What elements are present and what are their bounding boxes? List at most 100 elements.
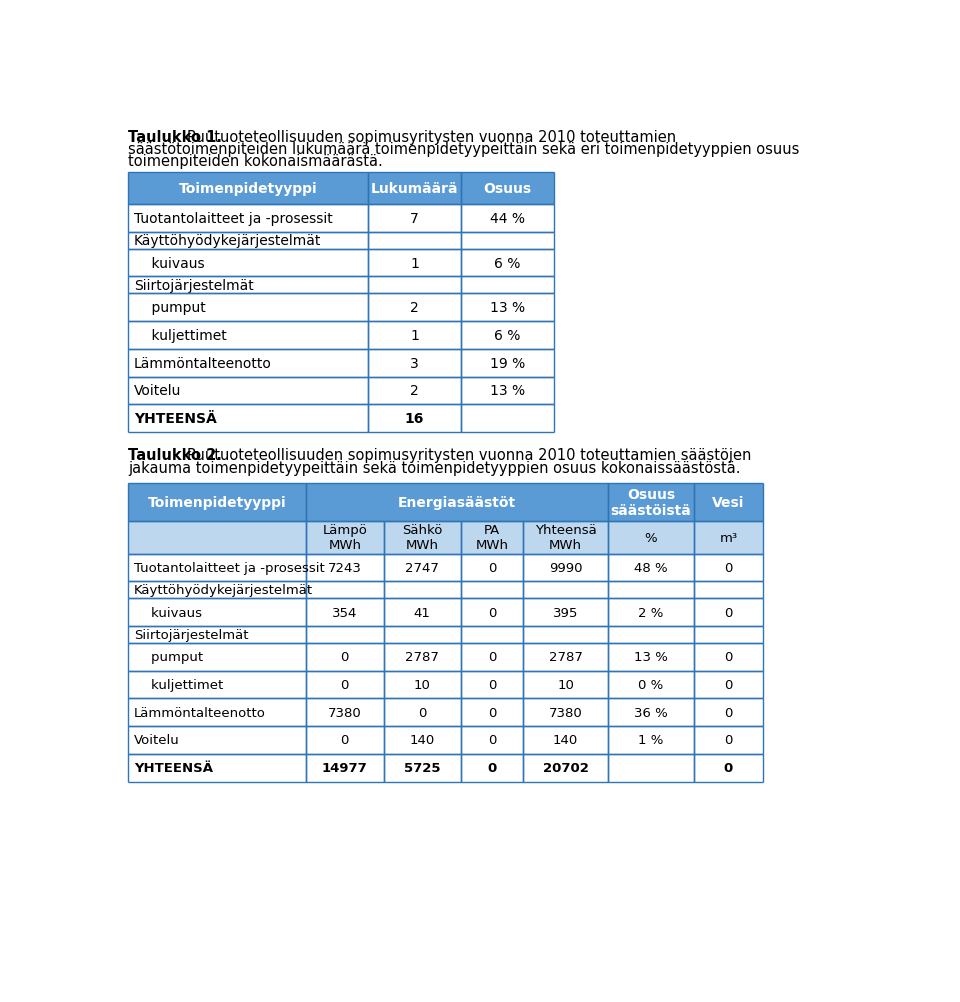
Bar — [306, 599, 383, 626]
Text: 354: 354 — [332, 606, 357, 619]
Bar — [383, 522, 461, 554]
Bar — [523, 643, 609, 671]
Bar — [128, 232, 368, 249]
Bar — [368, 204, 461, 232]
Bar — [368, 377, 461, 405]
Text: 7380: 7380 — [328, 706, 362, 719]
Text: Taulukko 2.: Taulukko 2. — [128, 448, 222, 463]
Bar — [383, 643, 461, 671]
Bar — [306, 582, 383, 599]
Bar — [128, 172, 368, 204]
Text: 2 %: 2 % — [638, 606, 663, 619]
Bar — [461, 294, 554, 322]
Bar — [128, 294, 368, 322]
Text: 7380: 7380 — [549, 706, 583, 719]
Bar — [461, 726, 523, 755]
Bar — [306, 643, 383, 671]
Text: Osuus
säästöistä: Osuus säästöistä — [611, 487, 691, 518]
Bar — [523, 671, 609, 698]
Text: kuljettimet: kuljettimet — [134, 678, 223, 691]
Bar — [461, 671, 523, 698]
Text: Puutuoteteollisuuden sopimusyritysten vuonna 2010 toteuttamien säästöjen: Puutuoteteollisuuden sopimusyritysten vu… — [187, 448, 752, 463]
Text: 44 %: 44 % — [490, 211, 525, 225]
Text: YHTEENSÄ: YHTEENSÄ — [134, 412, 217, 426]
Text: jakauma toimenpidetyypeittäin sekä toimenpidetyyppien osuus kokonaissäästöstä.: jakauma toimenpidetyypeittäin sekä toime… — [128, 460, 740, 475]
Bar — [461, 755, 523, 782]
Bar — [461, 322, 554, 350]
Bar — [128, 582, 306, 599]
Text: kuljettimet: kuljettimet — [134, 329, 227, 343]
Text: 9990: 9990 — [549, 561, 583, 574]
Text: 1 %: 1 % — [638, 733, 663, 746]
Bar — [693, 726, 763, 755]
Bar — [461, 350, 554, 377]
Bar — [128, 322, 368, 350]
Bar — [609, 726, 693, 755]
Text: YHTEENSÄ: YHTEENSÄ — [134, 762, 213, 775]
Bar — [128, 643, 306, 671]
Bar — [128, 377, 368, 405]
Text: 0: 0 — [488, 650, 496, 663]
Bar — [461, 405, 554, 433]
Bar — [693, 599, 763, 626]
Text: Voitelu: Voitelu — [134, 384, 181, 398]
Text: Tuotantolaitteet ja -prosessit: Tuotantolaitteet ja -prosessit — [134, 211, 333, 225]
Bar — [383, 599, 461, 626]
Bar — [128, 726, 306, 755]
Bar — [461, 626, 523, 643]
Text: Lämmöntalteenotto: Lämmöntalteenotto — [134, 706, 266, 719]
Text: 16: 16 — [405, 412, 424, 426]
Bar — [609, 671, 693, 698]
Bar — [609, 698, 693, 726]
Text: 1: 1 — [410, 329, 419, 343]
Bar — [523, 698, 609, 726]
Text: 1: 1 — [410, 257, 419, 271]
Text: 2787: 2787 — [405, 650, 439, 663]
Bar — [523, 599, 609, 626]
Bar — [693, 554, 763, 582]
Bar — [609, 582, 693, 599]
Text: Siirtojärjestelmät: Siirtojärjestelmät — [134, 628, 249, 641]
Bar — [306, 755, 383, 782]
Text: Lämmöntalteenotto: Lämmöntalteenotto — [134, 357, 272, 371]
Bar — [461, 204, 554, 232]
Bar — [609, 554, 693, 582]
Text: 0: 0 — [724, 762, 733, 775]
Text: Siirtojärjestelmät: Siirtojärjestelmät — [134, 279, 253, 293]
Text: 13 %: 13 % — [634, 650, 668, 663]
Text: kuivaus: kuivaus — [134, 257, 204, 271]
Bar — [461, 278, 554, 294]
Bar — [306, 671, 383, 698]
Bar — [609, 599, 693, 626]
Bar — [523, 554, 609, 582]
Text: Osuus: Osuus — [484, 181, 532, 195]
Text: m³: m³ — [719, 531, 737, 544]
Bar — [609, 626, 693, 643]
Bar — [461, 232, 554, 249]
Bar — [368, 249, 461, 278]
Text: 0: 0 — [418, 706, 426, 719]
Bar — [461, 522, 523, 554]
Text: Puutuoteteollisuuden sopimusyritysten vuonna 2010 toteuttamien: Puutuoteteollisuuden sopimusyritysten vu… — [187, 129, 677, 144]
Text: 0: 0 — [488, 733, 496, 746]
Bar — [383, 626, 461, 643]
Text: 19 %: 19 % — [490, 357, 525, 371]
Bar — [368, 322, 461, 350]
Bar — [693, 755, 763, 782]
Text: 10: 10 — [557, 678, 574, 691]
Text: 0: 0 — [341, 733, 348, 746]
Text: PA
MWh: PA MWh — [475, 524, 509, 552]
Text: 0: 0 — [724, 733, 732, 746]
Bar — [383, 554, 461, 582]
Text: 0: 0 — [488, 678, 496, 691]
Bar — [609, 755, 693, 782]
Bar — [461, 698, 523, 726]
Bar — [128, 278, 368, 294]
Bar — [609, 643, 693, 671]
Bar — [693, 522, 763, 554]
Text: 0: 0 — [341, 678, 348, 691]
Text: 140: 140 — [553, 733, 578, 746]
Text: 48 %: 48 % — [634, 561, 668, 574]
Bar — [306, 522, 383, 554]
Bar — [306, 483, 609, 522]
